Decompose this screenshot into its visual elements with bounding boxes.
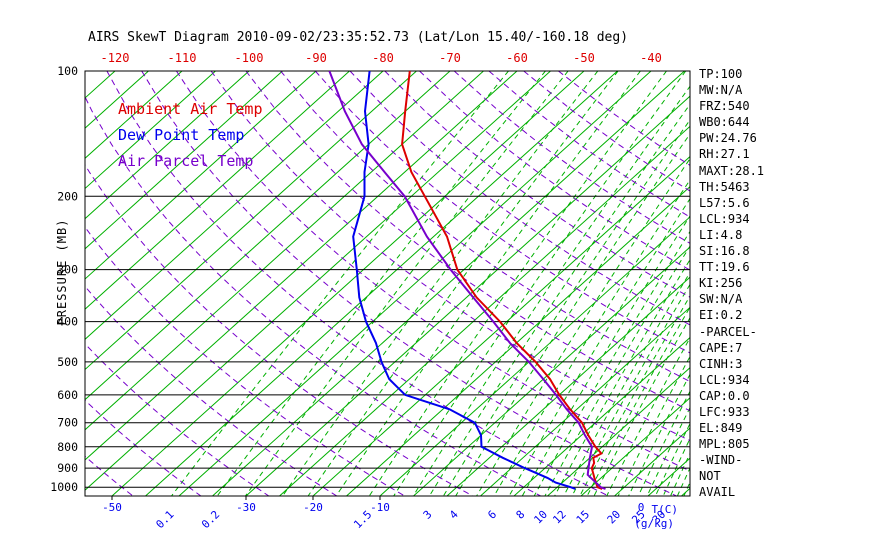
svg-text:-40: -40 [640, 51, 662, 65]
stats-line: L57:5.6 [699, 195, 750, 210]
stats-line: RH:27.1 [699, 147, 750, 162]
stats-line: LFC:933 [699, 404, 750, 419]
legend-ambient-air-temp: Ambient Air Temp [118, 100, 263, 118]
svg-text:-50: -50 [102, 501, 122, 514]
stats-line: KI:256 [699, 276, 743, 291]
svg-text:15: 15 [574, 508, 593, 527]
ambient-air-temp-curve [401, 71, 603, 490]
stats-line: WB0:644 [699, 115, 750, 130]
stats-line: EI:0.2 [699, 308, 743, 323]
stats-line: -WIND- [699, 453, 743, 468]
stats-line: MAXT:28.1 [699, 163, 765, 178]
svg-text:-80: -80 [372, 51, 394, 65]
stats-line: EL:849 [699, 421, 743, 436]
plot-frame [84, 70, 691, 497]
stats-line: CAPE:7 [699, 340, 743, 355]
isotherm-grid [85, 71, 690, 496]
svg-text:200: 200 [57, 189, 78, 203]
svg-text:600: 600 [57, 388, 78, 402]
svg-text:20: 20 [605, 508, 624, 527]
air-parcel-temp-curve [328, 71, 606, 490]
temp-axis-caption: T(C) [652, 503, 679, 516]
svg-text:-20: -20 [303, 501, 323, 514]
top-axis-labels: -120 -110 -100 -90 -80 -70 -60 -50 -40 [101, 51, 662, 65]
svg-text:0.2: 0.2 [199, 508, 222, 531]
svg-text:-30: -30 [236, 501, 256, 514]
stats-line: MPL:805 [699, 437, 750, 452]
svg-text:-120: -120 [101, 51, 130, 65]
pressure-axis-ticks: 100 200 300 400 500 600 700 800 900 1000 [50, 64, 78, 494]
stats-line: FRZ:540 [699, 99, 750, 114]
stats-line: SW:N/A [699, 292, 743, 307]
svg-text:300: 300 [57, 263, 78, 277]
svg-text:-70: -70 [439, 51, 461, 65]
svg-text:100: 100 [57, 64, 78, 78]
svg-text:-10: -10 [370, 501, 390, 514]
stats-line: LCL:934 [699, 372, 750, 387]
stats-line: MW:N/A [699, 83, 743, 98]
svg-text:-50: -50 [573, 51, 595, 65]
bottom-axis-labels: -50 -30 -20 -100.1 0.2 1.5 3 4 6 8 10 12 15 20 25 300 T(… [102, 501, 678, 531]
svg-text:900: 900 [57, 461, 78, 475]
pressure-gridlines [84, 70, 691, 497]
stats-line: TT:19.6 [699, 260, 750, 275]
stats-line: LI:4.8 [699, 227, 743, 242]
mixing-axis-caption: (g/kg) [634, 517, 674, 530]
svg-text:3: 3 [421, 508, 435, 522]
stats-line: NOT [699, 469, 721, 484]
svg-text:1000: 1000 [50, 480, 78, 494]
page-title: AIRS SkewT Diagram 2010-09-02/23:35:52.7… [88, 30, 629, 45]
stats-line: SI:16.8 [699, 244, 750, 259]
svg-text:800: 800 [57, 440, 78, 454]
svg-text:0.1: 0.1 [153, 508, 176, 531]
svg-text:4: 4 [447, 508, 461, 522]
stats-line: PW:24.76 [699, 131, 757, 146]
svg-text:6: 6 [485, 508, 499, 522]
legend: Ambient Air Temp Dew Point Temp Air Parc… [118, 96, 263, 174]
svg-text:12: 12 [550, 508, 569, 527]
stats-line: TP:100 [699, 67, 743, 81]
svg-text:-110: -110 [168, 51, 197, 65]
svg-text:700: 700 [57, 416, 78, 430]
svg-text:400: 400 [57, 315, 78, 329]
stats-line: AVAIL [699, 485, 736, 500]
svg-text:0: 0 [638, 501, 645, 514]
svg-text:8: 8 [514, 508, 528, 522]
svg-text:500: 500 [57, 355, 78, 369]
stats-panel: TP:100 MW:N/A FRZ:540 WB0:644 PW:24.76 RH:27.… [699, 66, 764, 501]
stats-line: CINH:3 [699, 356, 743, 371]
bottom-axis-ticks [111, 496, 381, 500]
svg-text:-100: -100 [235, 51, 264, 65]
stats-line: TH:5463 [699, 179, 750, 194]
svg-text:-90: -90 [305, 51, 327, 65]
dew-point-temp-curve [352, 71, 576, 490]
svg-text:10: 10 [531, 508, 550, 527]
legend-dew-point-temp: Dew Point Temp [118, 126, 245, 144]
stats-line: -PARCEL- [699, 324, 757, 339]
legend-air-parcel-temp: Air Parcel Temp [118, 152, 254, 170]
dry-adiabat-grid [85, 71, 690, 496]
stats-line: LCL:934 [699, 211, 750, 226]
svg-text:-60: -60 [506, 51, 528, 65]
stats-line: CAP:0.0 [699, 388, 750, 403]
